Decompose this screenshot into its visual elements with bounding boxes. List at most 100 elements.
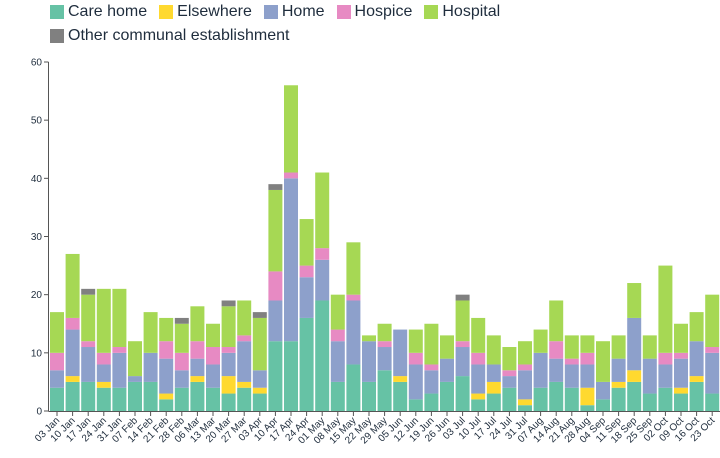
- bar-segment-elsewhere-21-feb[interactable]: [159, 393, 174, 400]
- bar-segment-home-31-jul[interactable]: [518, 370, 532, 400]
- bar-segment-hospital-29-may[interactable]: [377, 323, 392, 342]
- bar-segment-home-01-may[interactable]: [315, 259, 330, 301]
- bar-segment-care-home-24-jan[interactable]: [96, 387, 111, 411]
- bar-segment-home-24-apr[interactable]: [299, 277, 314, 318]
- bar-segment-home-31-jan[interactable]: [112, 352, 127, 388]
- bar-segment-home-10-apr[interactable]: [268, 300, 283, 342]
- bar-segment-hospital-28-feb[interactable]: [174, 323, 189, 353]
- bar-segment-hospital-01-may[interactable]: [315, 172, 330, 249]
- bar-segment-care-home-12-jun[interactable]: [408, 399, 423, 411]
- bar-segment-hospice-10-apr[interactable]: [268, 271, 283, 301]
- bar-segment-care-home-18-sep[interactable]: [627, 381, 642, 411]
- bar-segment-care-home-10-apr[interactable]: [268, 341, 283, 411]
- legend-item-care-home[interactable]: Care home: [50, 2, 147, 22]
- bar-segment-hospital-10-jul[interactable]: [471, 317, 486, 353]
- bar-segment-care-home-25-sep[interactable]: [642, 393, 657, 411]
- bar-segment-elsewhere-20-mar[interactable]: [221, 376, 236, 394]
- bar-segment-home-22-may[interactable]: [362, 341, 376, 382]
- bar-segment-hospital-19-jun[interactable]: [424, 323, 439, 365]
- legend-item-other-communal-establishment[interactable]: Other communal establishment: [50, 26, 289, 46]
- bar-segment-hospital-04-sep[interactable]: [596, 341, 610, 382]
- bar-segment-hospital-31-jan[interactable]: [112, 288, 127, 348]
- bar-segment-hospital-07-feb[interactable]: [128, 341, 142, 377]
- bar-segment-home-16-oct[interactable]: [689, 341, 704, 377]
- bar-segment-hospice-17-apr[interactable]: [284, 172, 298, 179]
- bar-segment-elsewhere-03-apr[interactable]: [252, 387, 267, 394]
- legend-item-home[interactable]: Home: [263, 2, 325, 22]
- bar-segment-hospital-22-may[interactable]: [362, 335, 376, 342]
- bar-segment-home-24-jul[interactable]: [502, 376, 517, 388]
- bar-segment-care-home-22-may[interactable]: [362, 381, 376, 411]
- bar-segment-hospital-20-mar[interactable]: [221, 306, 236, 348]
- bar-segment-home-19-jun[interactable]: [424, 370, 439, 394]
- bar-segment-hospice-12-jun[interactable]: [408, 352, 423, 365]
- bar-segment-hospital-23-oct[interactable]: [705, 294, 720, 348]
- bar-segment-care-home-14-feb[interactable]: [143, 381, 158, 411]
- bar-segment-care-home-20-mar[interactable]: [221, 393, 236, 411]
- bar-segment-care-home-02-oct[interactable]: [658, 387, 673, 411]
- bar-segment-elsewhere-17-jul[interactable]: [486, 381, 501, 394]
- bar-segment-hospice-23-oct[interactable]: [705, 347, 720, 353]
- bar-segment-care-home-01-may[interactable]: [315, 300, 330, 411]
- bar-segment-elsewhere-11-sep[interactable]: [611, 381, 626, 388]
- bar-segment-home-17-jul[interactable]: [486, 364, 501, 382]
- bar-segment-home-14-feb[interactable]: [143, 352, 158, 382]
- bar-segment-hospital-14-aug[interactable]: [549, 300, 564, 342]
- bar-segment-hospital-21-feb[interactable]: [159, 317, 174, 342]
- bar-segment-home-17-apr[interactable]: [284, 178, 298, 342]
- bar-segment-hospital-31-jul[interactable]: [518, 341, 532, 365]
- bar-segment-other-communal-establishment-17-jan[interactable]: [81, 288, 96, 295]
- bar-segment-home-24-jan[interactable]: [96, 364, 111, 382]
- bar-segment-hospital-28-aug[interactable]: [580, 335, 595, 353]
- bar-segment-care-home-04-sep[interactable]: [596, 399, 610, 411]
- bar-segment-care-home-28-feb[interactable]: [174, 387, 189, 411]
- bar-segment-home-09-oct[interactable]: [674, 358, 688, 388]
- bar-segment-hospice-01-may[interactable]: [315, 248, 330, 260]
- bar-segment-care-home-23-oct[interactable]: [705, 393, 720, 411]
- bar-segment-hospice-24-jul[interactable]: [502, 370, 517, 377]
- bar-segment-hospital-09-oct[interactable]: [674, 323, 688, 353]
- bar-segment-hospice-24-jan[interactable]: [96, 352, 111, 365]
- bar-segment-home-05-jun[interactable]: [393, 329, 408, 377]
- bar-segment-home-15-may[interactable]: [346, 300, 361, 365]
- bar-segment-elsewhere-10-jul[interactable]: [471, 393, 486, 400]
- bar-segment-home-21-aug[interactable]: [564, 364, 579, 388]
- bar-segment-care-home-14-aug[interactable]: [549, 381, 564, 411]
- bar-segment-care-home-31-jul[interactable]: [518, 405, 532, 411]
- bar-segment-home-13-mar[interactable]: [206, 364, 220, 388]
- bar-segment-elsewhere-27-mar[interactable]: [237, 381, 252, 388]
- bar-segment-care-home-07-aug[interactable]: [533, 387, 548, 411]
- bar-segment-hospital-08-may[interactable]: [330, 294, 345, 330]
- bar-segment-other-communal-establishment-28-feb[interactable]: [174, 317, 189, 324]
- legend-item-elsewhere[interactable]: Elsewhere: [159, 2, 252, 22]
- bar-segment-hospital-17-jan[interactable]: [81, 294, 96, 342]
- legend-item-hospital[interactable]: Hospital: [424, 2, 500, 22]
- bar-segment-care-home-17-jan[interactable]: [81, 381, 96, 411]
- bar-segment-elsewhere-28-aug[interactable]: [580, 387, 595, 406]
- bar-segment-hospice-14-aug[interactable]: [549, 341, 564, 359]
- bar-segment-hospice-10-jan[interactable]: [65, 317, 80, 330]
- bar-segment-other-communal-establishment-03-jul[interactable]: [455, 294, 470, 301]
- bar-segment-hospital-18-sep[interactable]: [627, 283, 642, 318]
- bar-segment-home-18-sep[interactable]: [627, 317, 642, 371]
- bar-segment-care-home-17-jul[interactable]: [486, 393, 501, 411]
- bar-segment-hospice-13-mar[interactable]: [206, 347, 220, 365]
- bar-segment-care-home-21-aug[interactable]: [564, 387, 579, 411]
- bar-segment-hospital-24-jan[interactable]: [96, 288, 111, 353]
- bar-segment-home-04-sep[interactable]: [596, 381, 610, 400]
- bar-segment-hospice-03-jul[interactable]: [455, 341, 470, 348]
- bar-segment-home-17-jan[interactable]: [81, 347, 96, 382]
- bar-segment-care-home-13-mar[interactable]: [206, 387, 220, 411]
- bar-segment-hospital-10-apr[interactable]: [268, 189, 283, 272]
- bar-segment-hospice-19-jun[interactable]: [424, 364, 439, 371]
- bar-segment-care-home-16-oct[interactable]: [689, 381, 704, 411]
- bar-segment-home-25-sep[interactable]: [642, 358, 657, 394]
- bar-segment-elsewhere-09-oct[interactable]: [674, 387, 688, 394]
- bar-segment-home-29-may[interactable]: [377, 347, 392, 371]
- bar-segment-care-home-15-may[interactable]: [346, 364, 361, 411]
- bar-segment-elsewhere-18-sep[interactable]: [627, 370, 642, 382]
- bar-segment-home-10-jul[interactable]: [471, 364, 486, 394]
- bar-segment-hospice-06-mar[interactable]: [190, 341, 205, 359]
- bar-segment-home-23-oct[interactable]: [705, 352, 720, 394]
- bar-segment-hospice-20-mar[interactable]: [221, 347, 236, 353]
